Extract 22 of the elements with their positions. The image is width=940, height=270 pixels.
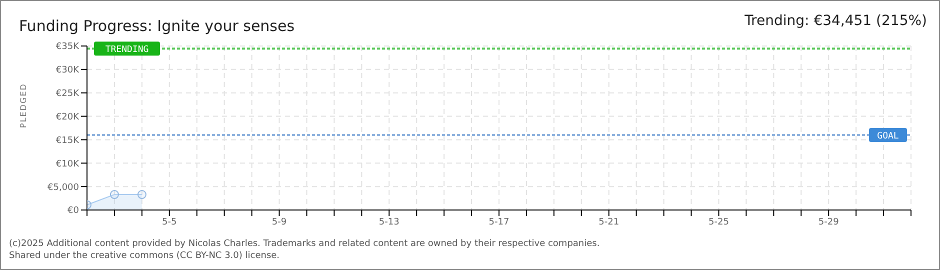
y-tick-label: €10K <box>56 159 80 170</box>
y-tick-label: €0 <box>68 206 80 216</box>
y-axis-title: PLEDGED <box>18 83 28 128</box>
text: Shared under the creative commons (CC BY-NC 3.0) license. <box>9 250 281 262</box>
x-tick-label: 5-9 <box>272 217 287 228</box>
y-tick-label: €35K <box>56 42 80 52</box>
text: (c)2025 Additional content provided by Nicolas Charles. Trademarks and related content are owned by their respective companies. <box>9 238 600 250</box>
ref-line-label: GOAL <box>877 132 899 142</box>
chart-title: Funding Progress: Ignite your senses <box>19 17 295 35</box>
x-tick-label: 5-5 <box>162 217 177 228</box>
x-tick-label: 5-25 <box>708 217 729 228</box>
y-tick-label: €25K <box>56 89 80 100</box>
x-tick-label: 5-13 <box>378 217 400 228</box>
y-tick-label: €5,000 <box>48 182 80 193</box>
y-tick-label: €20K <box>56 112 80 122</box>
y-tick-label: €15K <box>56 136 80 146</box>
y-tick-label: €30K <box>56 66 80 76</box>
x-tick-label: 5-29 <box>818 217 840 228</box>
ref-line-label: TRENDING <box>105 45 149 56</box>
chart-subtitle: Trending: €34,451 (215%) <box>744 13 927 29</box>
x-tick-label: 5-21 <box>598 217 620 228</box>
x-tick-label: 5-17 <box>488 217 510 228</box>
